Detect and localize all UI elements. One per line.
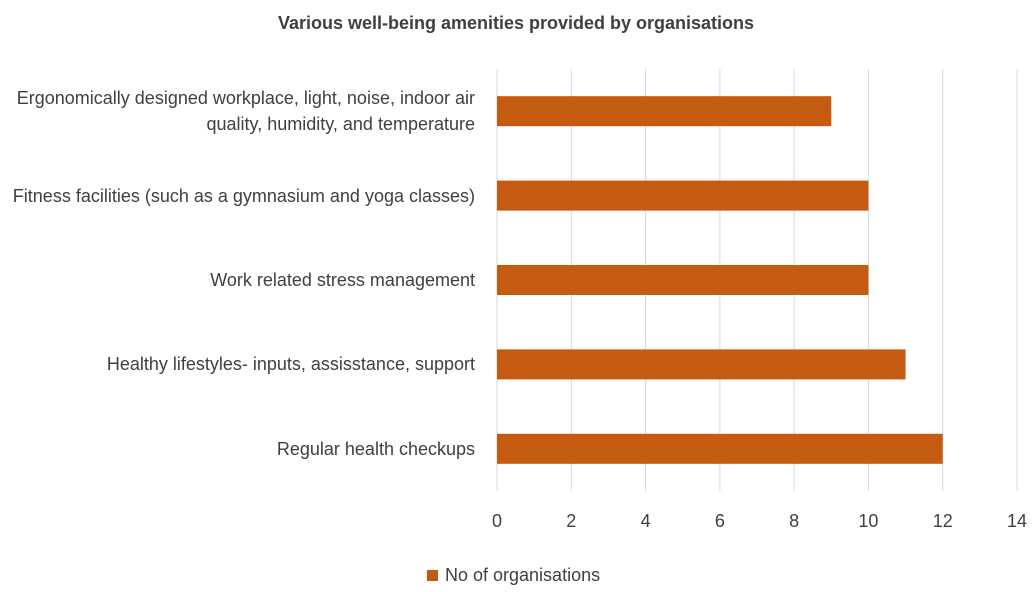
bar — [497, 265, 869, 295]
y-tick-label: Work related stress management — [210, 270, 475, 290]
x-tick-label: 2 — [566, 511, 576, 531]
x-tick-label: 4 — [641, 511, 651, 531]
legend-label: No of organisations — [445, 565, 600, 585]
bar — [497, 96, 832, 127]
chart-title: Various well-being amenities provided by… — [278, 13, 754, 33]
y-tick-label: Fitness facilities (such as a gymnasium … — [12, 185, 475, 206]
x-tick-label: 0 — [492, 511, 502, 531]
legend-swatch — [427, 570, 438, 581]
x-tick-label: 14 — [1007, 511, 1027, 531]
bar — [497, 433, 943, 464]
x-tick-label: 8 — [789, 511, 799, 531]
bar — [497, 180, 869, 211]
y-tick-label: Regular health checkups — [276, 438, 475, 459]
y-tick-label: Healthy lifestyles- inputs, assisstance,… — [106, 354, 475, 375]
x-tick-label: 12 — [933, 511, 953, 531]
x-tick-label: 6 — [715, 511, 725, 531]
x-tick-label: 10 — [858, 511, 878, 531]
y-tick-label: Ergonomically designed workplace, light,… — [16, 88, 475, 135]
bar — [497, 349, 906, 380]
